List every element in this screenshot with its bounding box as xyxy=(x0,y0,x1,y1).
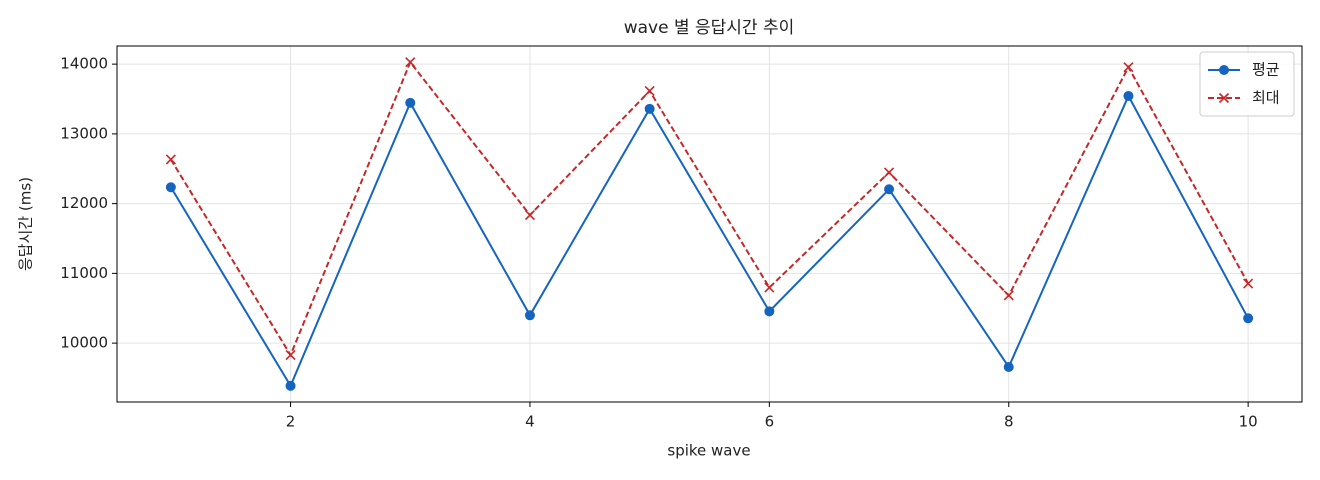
x-tick-label: 2 xyxy=(286,413,296,431)
marker xyxy=(644,103,655,114)
y-tick-label: 11000 xyxy=(60,264,108,282)
y-tick-label: 13000 xyxy=(60,124,108,142)
marker xyxy=(165,182,176,193)
marker xyxy=(1003,290,1014,301)
marker xyxy=(1218,92,1230,104)
marker xyxy=(1243,313,1254,324)
marker xyxy=(405,57,416,68)
series-line xyxy=(170,60,1250,358)
chart-title: wave 별 응답시간 추이 xyxy=(624,18,795,38)
marker xyxy=(524,210,536,221)
marker xyxy=(285,380,296,391)
marker xyxy=(165,154,176,165)
y-tick-label: 14000 xyxy=(60,55,108,73)
marker xyxy=(1123,90,1134,101)
x-tick-label: 4 xyxy=(525,413,535,431)
series-line xyxy=(170,93,1250,389)
legend-box xyxy=(1199,51,1295,117)
marker xyxy=(405,97,416,108)
marker xyxy=(1219,65,1229,75)
plot-frame xyxy=(116,45,1303,403)
x-axis-label: spike wave xyxy=(667,442,750,460)
marker xyxy=(644,85,655,96)
marker xyxy=(764,306,775,317)
y-tick-label: 10000 xyxy=(60,334,108,352)
marker xyxy=(524,310,535,321)
marker xyxy=(884,184,895,195)
marker xyxy=(1003,361,1014,372)
legend-label: 평균 xyxy=(1252,61,1280,79)
marker xyxy=(883,167,895,178)
x-tick-label: 10 xyxy=(1239,413,1258,431)
marker xyxy=(764,282,775,293)
x-tick-label: 6 xyxy=(765,413,775,431)
marker xyxy=(1243,278,1254,289)
legend-label: 최대 xyxy=(1252,89,1280,107)
x-tick-label: 8 xyxy=(1004,413,1014,431)
y-axis-label: 응답시간 (ms) xyxy=(17,177,35,271)
y-tick-label: 12000 xyxy=(60,194,108,212)
marker xyxy=(285,349,296,361)
marker xyxy=(1123,62,1134,73)
